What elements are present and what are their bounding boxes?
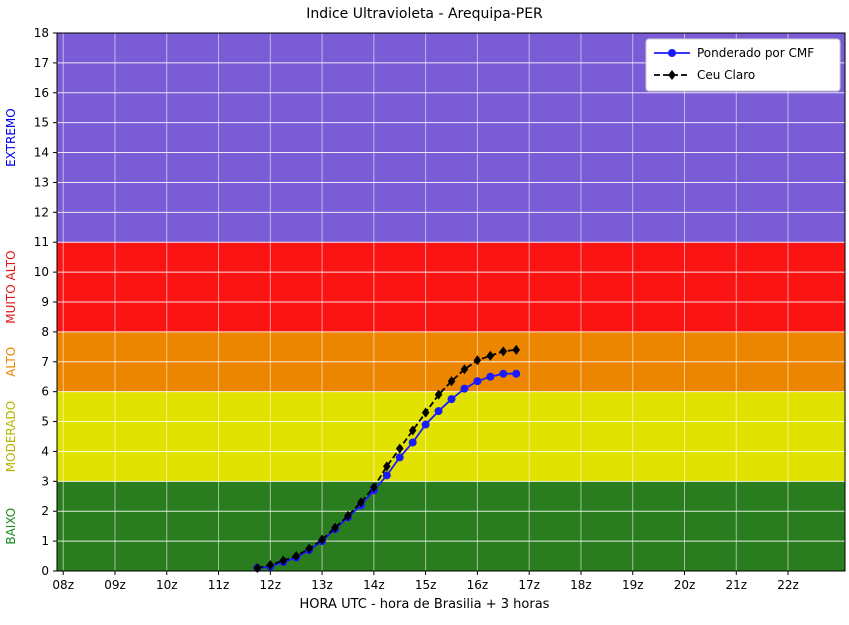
marker-circle bbox=[395, 453, 404, 462]
x-tick-label: 09z bbox=[104, 578, 126, 592]
x-tick-label: 11z bbox=[208, 578, 230, 592]
marker-circle bbox=[447, 395, 456, 404]
tick-labels: 08z 09z 10z 11z 12z 13z 14z 15z 16z 17z 18z 19z 20z 2… bbox=[34, 26, 799, 592]
x-axis-label: HORA UTC - hora de Brasilia + 3 horas bbox=[299, 597, 550, 612]
x-tick-label: 20z bbox=[674, 578, 696, 592]
marker-diamond bbox=[305, 543, 313, 554]
marker-diamond bbox=[331, 522, 339, 533]
y-tick-label: 11 bbox=[34, 235, 49, 249]
x-tick-label: 19z bbox=[622, 578, 644, 592]
x-tick-label: 14z bbox=[363, 578, 385, 592]
band-muito-alto bbox=[57, 242, 845, 332]
marker-diamond bbox=[395, 443, 404, 454]
x-tick-label: 15z bbox=[415, 578, 437, 592]
marker-diamond bbox=[434, 389, 443, 400]
x-tick-label: 18z bbox=[570, 578, 592, 592]
marker-diamond bbox=[370, 482, 378, 493]
legend-item-ceu-claro: Ceu Claro bbox=[654, 68, 755, 82]
y-tick-label: 1 bbox=[41, 534, 49, 548]
y-tick-label: 13 bbox=[34, 175, 49, 189]
x-tick-label: 12z bbox=[260, 578, 282, 592]
chart-title: Indice Ultravioleta - Arequipa-PER bbox=[306, 6, 543, 22]
category-label-moderado: MODERADO bbox=[4, 401, 18, 472]
x-tick-label: 08z bbox=[52, 578, 74, 592]
x-tick-label: 22z bbox=[777, 578, 799, 592]
y-tick-label: 2 bbox=[41, 504, 49, 518]
y-tick-label: 14 bbox=[34, 146, 49, 160]
marker-circle bbox=[486, 372, 495, 381]
legend: Ponderado por CMF Ceu Claro bbox=[645, 38, 841, 92]
marker-diamond bbox=[266, 560, 275, 571]
x-tick-label: 17z bbox=[518, 578, 540, 592]
y-tick-label: 17 bbox=[34, 56, 49, 70]
y-tick-label: 12 bbox=[34, 205, 49, 219]
y-tick-label: 6 bbox=[41, 385, 49, 399]
y-tick-label: 8 bbox=[41, 325, 49, 339]
marker-diamond bbox=[460, 364, 469, 375]
marker-diamond bbox=[344, 510, 352, 521]
y-tick-label: 16 bbox=[34, 86, 49, 100]
marker-diamond bbox=[421, 407, 430, 418]
marker-circle bbox=[434, 407, 443, 416]
y-tick-label: 9 bbox=[41, 295, 49, 309]
series-ceu-claro bbox=[253, 344, 521, 574]
y-tick-label: 0 bbox=[41, 564, 49, 578]
category-label-alto: ALTO bbox=[4, 347, 18, 377]
band-moderado bbox=[57, 391, 845, 482]
category-label-extremo: EXTREMO bbox=[4, 108, 18, 167]
y-tick-label: 15 bbox=[34, 116, 49, 130]
x-tick-label: 16z bbox=[467, 578, 489, 592]
legend-label: Ceu Claro bbox=[697, 68, 755, 82]
marker-circle bbox=[473, 377, 482, 386]
marker-diamond bbox=[318, 534, 326, 545]
y-tick-label: 10 bbox=[34, 265, 49, 279]
marker-circle bbox=[499, 369, 508, 378]
marker-diamond bbox=[499, 346, 508, 357]
marker-circle bbox=[512, 369, 521, 378]
marker-circle bbox=[460, 384, 469, 393]
y-tick-label: 3 bbox=[41, 474, 49, 488]
marker-diamond bbox=[383, 461, 391, 472]
legend-box bbox=[645, 38, 841, 92]
marker-diamond bbox=[512, 344, 521, 355]
marker-circle bbox=[382, 471, 391, 480]
x-tick-label: 13z bbox=[311, 578, 333, 592]
marker-circle bbox=[408, 438, 417, 447]
marker-diamond bbox=[447, 376, 456, 387]
legend-item-ponderado-por-cmf: Ponderado por CMF bbox=[654, 46, 814, 60]
category-label-muito-alto: MUITO ALTO bbox=[4, 250, 18, 323]
marker-diamond bbox=[357, 497, 365, 508]
marker-diamond bbox=[408, 425, 417, 436]
marker-circle bbox=[421, 420, 430, 429]
x-tick-label: 21z bbox=[725, 578, 747, 592]
y-tick-label: 18 bbox=[34, 26, 49, 40]
category-label-baixo: BAIXO bbox=[4, 508, 18, 545]
y-tick-label: 4 bbox=[41, 444, 49, 458]
band-baixo bbox=[57, 481, 845, 571]
y-tick-label: 7 bbox=[41, 355, 49, 369]
x-tick-label: 10z bbox=[156, 578, 178, 592]
legend-label: Ponderado por CMF bbox=[697, 46, 814, 60]
category-labels: BAIXO MODERADO ALTO MUITO ALTO EXTREMO bbox=[4, 108, 18, 544]
marker-diamond bbox=[486, 350, 495, 361]
marker-diamond bbox=[292, 551, 300, 562]
y-tick-label: 5 bbox=[41, 415, 49, 429]
marker-diamond bbox=[279, 555, 288, 566]
marker-diamond bbox=[473, 355, 482, 366]
